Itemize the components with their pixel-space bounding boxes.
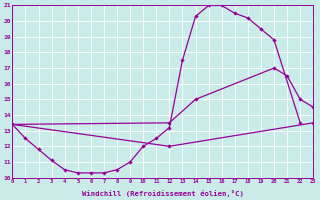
X-axis label: Windchill (Refroidissement éolien,°C): Windchill (Refroidissement éolien,°C): [82, 190, 244, 197]
